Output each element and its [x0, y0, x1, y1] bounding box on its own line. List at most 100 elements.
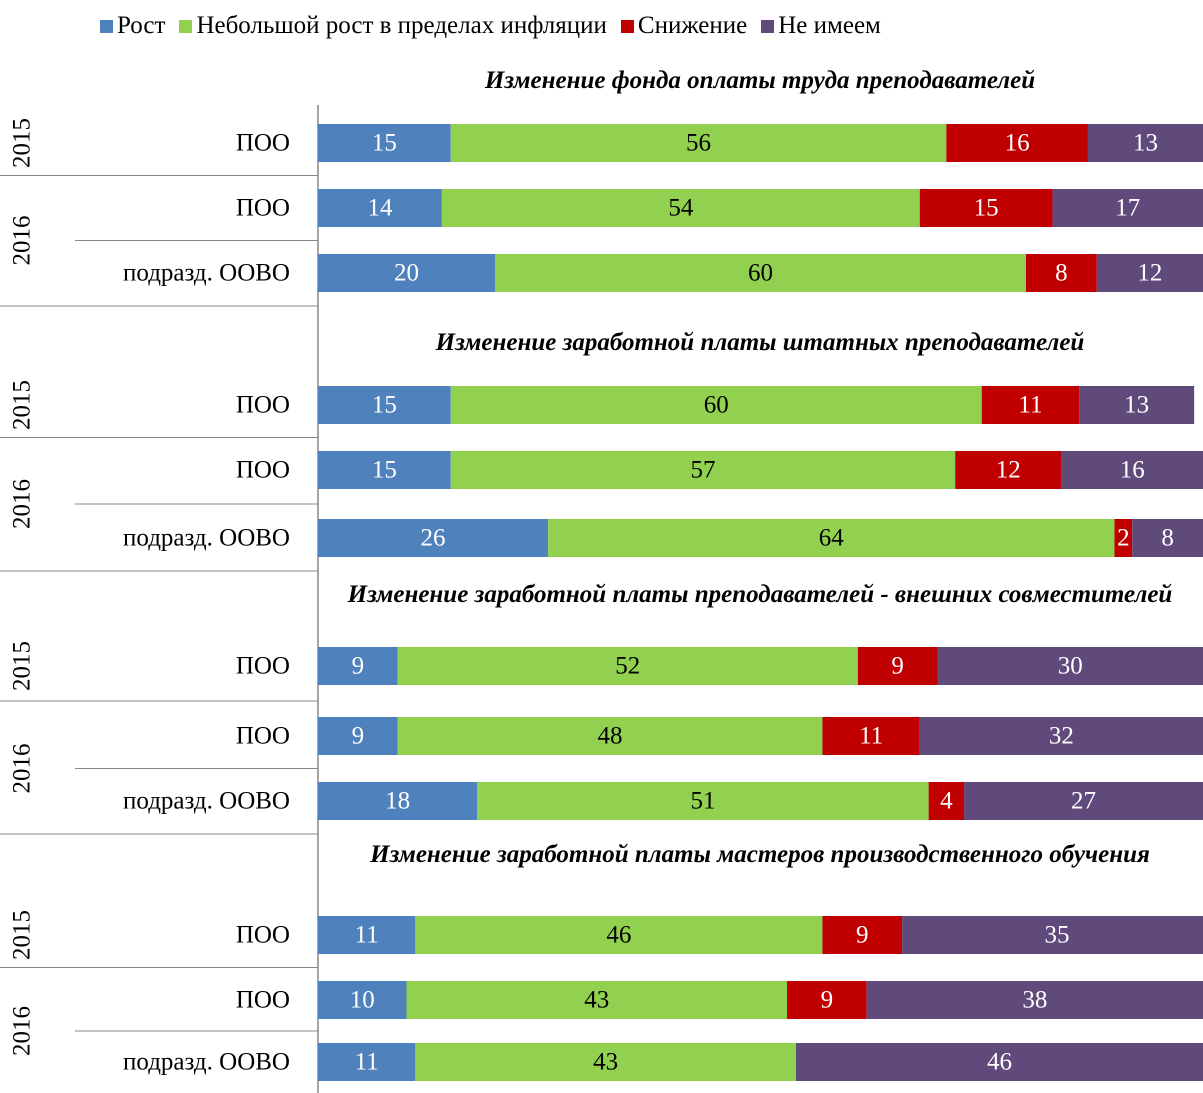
legend-item: Рост: [100, 12, 165, 40]
value-label: 27: [1071, 788, 1096, 815]
bar-segment: [1096, 254, 1203, 292]
bar-segment: [477, 782, 929, 820]
value-label: 56: [686, 130, 711, 157]
bar-segment: [318, 386, 451, 424]
legend-item: Снижение: [620, 12, 748, 40]
value-label: 11: [355, 1049, 379, 1076]
bar-segment: [406, 981, 788, 1019]
value-label: 12: [1137, 260, 1162, 287]
year-label: 2015: [9, 380, 36, 430]
bar-segment: [822, 916, 903, 954]
legend-label: Небольшой рост в пределах инфляции: [196, 12, 607, 39]
bar-segment: [1052, 189, 1203, 227]
year-label: 2016: [9, 744, 36, 794]
value-label: 51: [690, 788, 715, 815]
value-label: 48: [598, 723, 623, 750]
bar-segment: [397, 717, 823, 755]
category-label: ПОО: [236, 723, 290, 750]
bar-segment: [318, 451, 451, 489]
value-label: 14: [367, 195, 393, 222]
bar-segment: [1114, 519, 1133, 557]
legend-swatch: [620, 19, 634, 33]
category-label: подразд. ООВО: [123, 260, 290, 287]
value-label: 15: [372, 457, 397, 484]
value-label: 13: [1133, 130, 1158, 157]
value-label: 18: [385, 788, 410, 815]
legend-swatch: [100, 19, 113, 33]
bar-segment: [1079, 386, 1195, 424]
bar-segment: [415, 1043, 796, 1081]
value-label: 12: [996, 457, 1021, 484]
legend-label: Рост: [117, 12, 166, 39]
bar-segment: [946, 124, 1088, 162]
legend-item: Небольшой рост в пределах инфляции: [179, 12, 607, 40]
value-label: 32: [1049, 723, 1074, 750]
value-label: 11: [355, 922, 379, 949]
bar-segment: [919, 717, 1203, 755]
legend: Рост Небольшой рост в пределах инфляции Сн…: [100, 12, 881, 40]
bar-segment: [318, 519, 549, 557]
category-label: подразд. ООВО: [123, 1049, 290, 1076]
value-label: 13: [1124, 392, 1149, 419]
category-label: подразд. ООВО: [123, 525, 290, 552]
value-label: 8: [1161, 525, 1174, 552]
value-label: 15: [372, 392, 397, 419]
bar-segment: [866, 981, 1203, 1019]
value-label: 46: [606, 922, 631, 949]
year-label: 2016: [9, 1006, 36, 1056]
bar-segment: [1026, 254, 1097, 292]
value-label: 60: [704, 392, 729, 419]
category-label: ПОО: [236, 653, 290, 680]
category-label: ПОО: [236, 987, 290, 1014]
bar-segment: [919, 189, 1053, 227]
legend-swatch: [179, 19, 193, 33]
bar-segment: [857, 647, 938, 685]
bar-segment: [902, 916, 1203, 954]
value-label: 54: [668, 195, 694, 222]
bar-segment: [928, 782, 965, 820]
value-label: 16: [1120, 457, 1145, 484]
category-label: ПОО: [236, 130, 290, 157]
value-label: 8: [1055, 260, 1068, 287]
value-label: 20: [394, 260, 419, 287]
bar-segment: [415, 916, 823, 954]
year-label: 2015: [9, 118, 36, 168]
value-label: 38: [1022, 987, 1047, 1014]
bar-segment: [318, 1043, 416, 1081]
value-label: 11: [859, 723, 883, 750]
panel-title: Изменение заработной платы преподавателе…: [347, 581, 1173, 608]
value-label: 46: [987, 1049, 1012, 1076]
bar-segment: [495, 254, 1026, 292]
category-label: ПОО: [236, 457, 290, 484]
bar-segment: [318, 717, 398, 755]
bar-segment: [450, 124, 947, 162]
bar-segment: [964, 782, 1203, 820]
legend-label: Снижение: [637, 12, 748, 39]
bar-segment: [981, 386, 1080, 424]
bar-segment: [318, 254, 495, 292]
year-label: 2016: [9, 479, 36, 529]
value-label: 35: [1044, 922, 1069, 949]
bar-segment: [548, 519, 1115, 557]
bar-segment: [955, 451, 1062, 489]
value-label: 9: [891, 653, 904, 680]
bar-segment: [318, 782, 478, 820]
category-label: ПОО: [236, 922, 290, 949]
bar-segment: [450, 386, 982, 424]
value-label: 57: [690, 457, 715, 484]
bar-segment: [450, 451, 956, 489]
legend-swatch: [761, 19, 775, 33]
value-label: 60: [748, 260, 773, 287]
value-label: 9: [821, 987, 834, 1014]
year-label: 2015: [9, 910, 36, 960]
panel-title: Изменение фонда оплаты труда преподавате…: [484, 67, 1036, 94]
category-label: ПОО: [236, 392, 290, 419]
category-label: ПОО: [236, 195, 290, 222]
value-label: 43: [584, 987, 609, 1014]
value-label: 10: [350, 987, 375, 1014]
panel-title: Изменение заработной платы мастеров прои…: [370, 841, 1150, 868]
bar-segment: [318, 916, 416, 954]
bar-segment: [1087, 124, 1203, 162]
